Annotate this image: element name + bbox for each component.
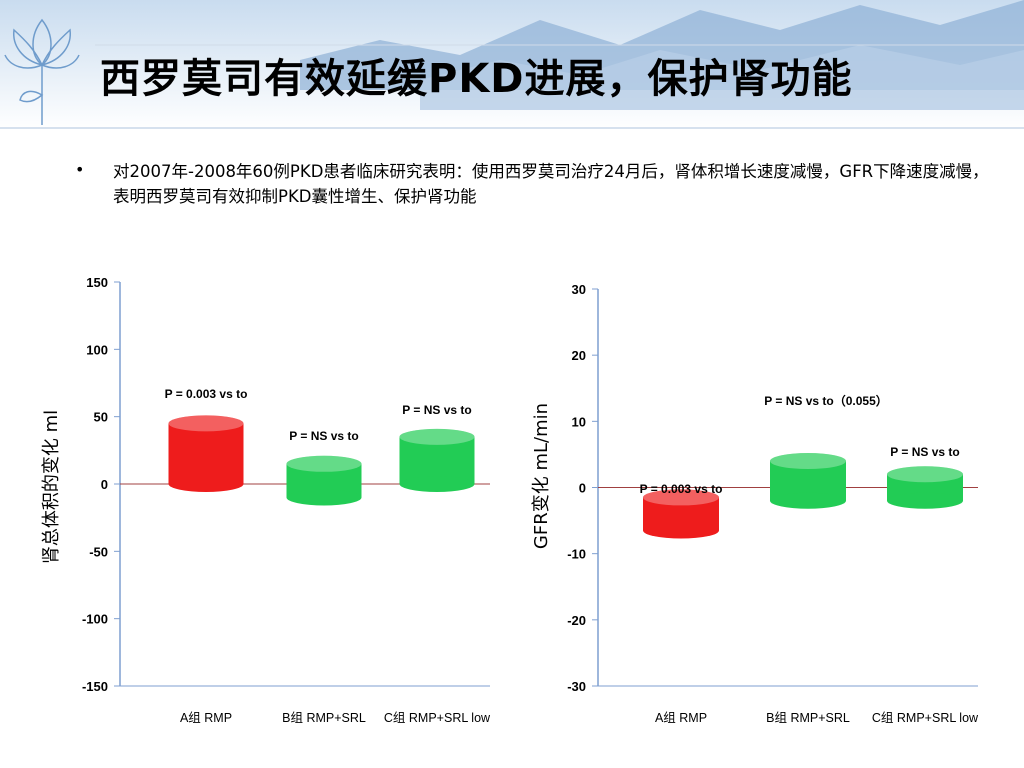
chart1-ytick-label: -100 bbox=[82, 612, 108, 627]
chart1-p-annotation: P = NS vs to bbox=[289, 429, 358, 443]
chart2-bar-top-highlight bbox=[887, 466, 963, 483]
chart2-category-label: C组 RMP+SRL low bbox=[872, 711, 979, 725]
chart1-bar-top-highlight bbox=[168, 415, 244, 432]
chart2-bar-top bbox=[770, 453, 846, 470]
chart2-bar-top bbox=[643, 489, 719, 506]
chart1-ytick-label: 50 bbox=[94, 410, 108, 425]
chart1-category-label: B组 RMP+SRL bbox=[282, 711, 366, 725]
chart2-p-annotation: P = NS vs to（0.055） bbox=[764, 393, 888, 408]
body-text: 对2007年-2008年60例PKD患者临床研究表明：使用西罗莫司治疗24月后，… bbox=[113, 162, 989, 206]
chart2-category-label: B组 RMP+SRL bbox=[766, 711, 850, 725]
chart2-ytick-label: -20 bbox=[567, 613, 586, 628]
chart1-bar-top bbox=[286, 455, 362, 472]
chart2-ytick-label: 20 bbox=[572, 348, 586, 363]
chart1-p-annotation: P = NS vs to bbox=[402, 403, 471, 417]
chart1-p-annotation: P = 0.003 vs to bbox=[165, 387, 248, 401]
chart2-p-annotation: P = NS vs to bbox=[890, 445, 959, 459]
chart2-bar-top-highlight bbox=[643, 489, 719, 506]
chart2-ytick-label: 30 bbox=[572, 282, 586, 297]
slide-title: 西罗莫司有效延缓PKD进展，保护肾功能 bbox=[100, 56, 853, 102]
chart1-ytick-label: 0 bbox=[101, 477, 108, 492]
chart1-bar-bottom bbox=[168, 476, 244, 492]
chart1-bar-top bbox=[168, 415, 244, 432]
chart1-bar-bottom bbox=[399, 476, 475, 492]
chart2-bar-top bbox=[887, 466, 963, 483]
chart1-bar-bottom bbox=[286, 489, 362, 506]
chart2-ytick-label: 0 bbox=[579, 481, 586, 496]
chart2-bar-top-highlight bbox=[770, 453, 846, 470]
chart2-ytick-label: -30 bbox=[567, 679, 586, 694]
chart1-bar bbox=[168, 423, 244, 484]
chart2-bar-bottom bbox=[887, 492, 963, 509]
chart1-ytick-label: 100 bbox=[86, 342, 108, 357]
chart2-bar-bottom bbox=[643, 522, 719, 539]
lotus-logo-icon bbox=[4, 18, 80, 125]
bullet-marker: • bbox=[75, 160, 85, 179]
chart2-p-annotation: P = 0.003 vs to bbox=[640, 482, 723, 496]
chart1-bar-top-highlight bbox=[399, 428, 475, 445]
chart1-ytick-label: -50 bbox=[89, 544, 108, 559]
chart2-category-label: A组 RMP bbox=[655, 711, 707, 725]
mountain-banner bbox=[0, 0, 1024, 130]
chart1-ytick-label: 150 bbox=[86, 275, 108, 290]
chart2-bar-bottom bbox=[770, 492, 846, 509]
chart1-category-label: C组 RMP+SRL low bbox=[384, 711, 491, 725]
chart1-bar-top-highlight bbox=[286, 455, 362, 472]
chart2-ytick-label: -10 bbox=[567, 547, 586, 562]
chart1-category-label: A组 RMP bbox=[180, 711, 232, 725]
chart2-ytick-label: 10 bbox=[572, 414, 586, 429]
chart1-bar-top bbox=[399, 428, 475, 445]
chart1-ytick-label: -150 bbox=[82, 679, 108, 694]
